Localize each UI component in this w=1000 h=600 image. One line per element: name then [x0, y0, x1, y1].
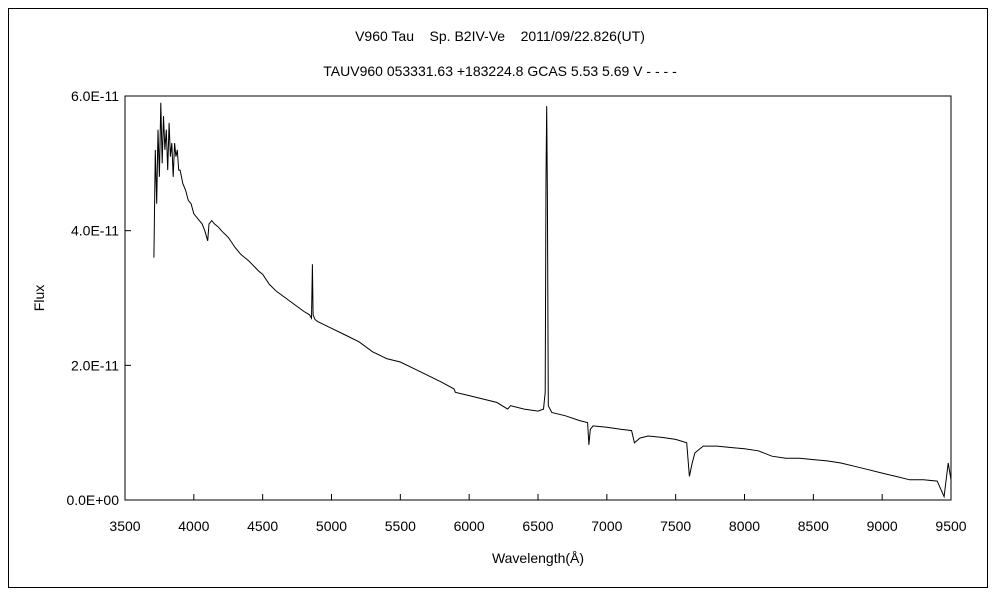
y-axis: 0.0E+00 2.0E-11 4.0E-11 6.0E-11	[66, 88, 131, 508]
x-tick-label: 3500	[109, 518, 140, 534]
x-tick-label: 4000	[178, 518, 209, 534]
x-tick-label: 7000	[591, 518, 622, 534]
plot-area	[124, 95, 952, 501]
chart-title: V960 Tau Sp. B2IV-Ve 2011/09/22.826(UT)	[355, 28, 645, 44]
x-tick-label: 9500	[935, 518, 966, 534]
x-axis-label: Wavelength(Å)	[492, 550, 584, 566]
x-tick-label: 7500	[660, 518, 691, 534]
x-tick-label: 9000	[867, 518, 898, 534]
x-axis: 3500 4000 4500 5000 5500 6000 6500 7000 7500 8000…	[109, 494, 967, 534]
chart-subtitle: TAUV960 053331.63 +183224.8 GCAS 5.53 5.…	[323, 63, 677, 79]
x-tick-label: 5000	[316, 518, 347, 534]
y-axis-label: Flux	[31, 285, 47, 311]
x-tick-label: 6000	[454, 518, 485, 534]
y-tick-label: 6.0E-11	[71, 88, 119, 104]
y-tick-label: 4.0E-11	[71, 223, 119, 239]
x-tick-label: 8500	[798, 518, 829, 534]
x-tick-label: 5500	[385, 518, 416, 534]
y-tick-label: 0.0E+00	[66, 492, 119, 508]
spectrum-line	[153, 102, 952, 499]
x-tick-label: 4500	[247, 518, 278, 534]
y-tick-label: 2.0E-11	[71, 357, 119, 373]
x-tick-label: 6500	[522, 518, 553, 534]
x-tick-label: 8000	[729, 518, 760, 534]
chart-frame	[8, 8, 988, 588]
